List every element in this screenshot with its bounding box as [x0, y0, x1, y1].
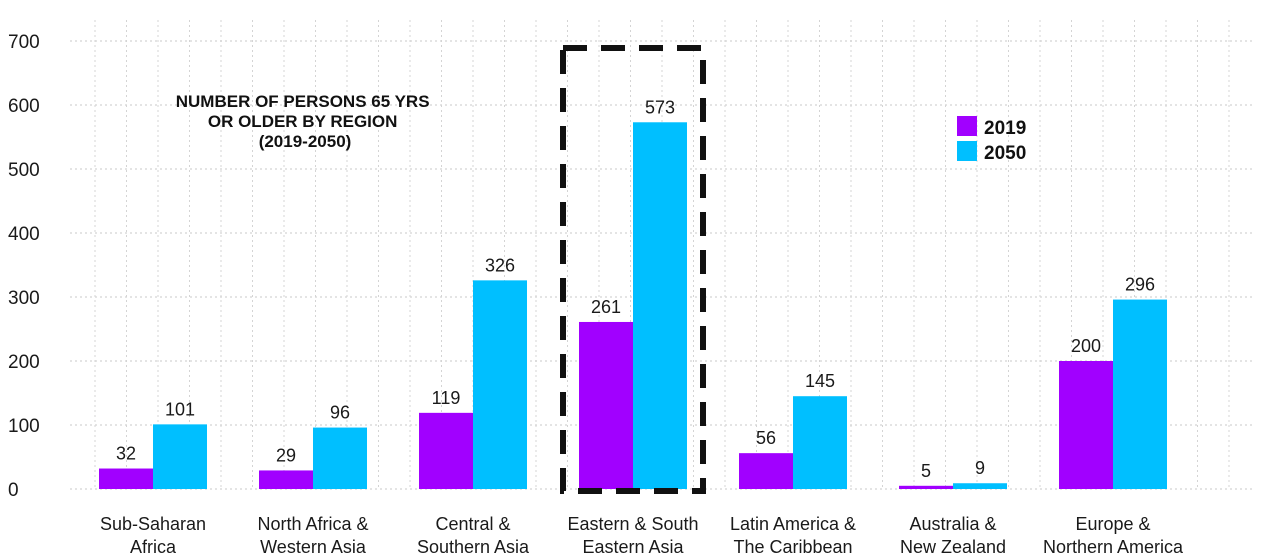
- bar-2019: [579, 321, 633, 489]
- category-label: Australia & New Zealand: [900, 514, 1006, 557]
- y-tick-label: 300: [8, 288, 40, 309]
- legend-label-2019: 2019: [984, 118, 1026, 139]
- value-label-2019: 56: [756, 428, 776, 448]
- value-label-2019: 29: [276, 445, 296, 465]
- value-label-2050: 326: [485, 255, 515, 275]
- chart-title-line-2: OR OLDER BY REGION: [208, 112, 398, 131]
- legend-label-2050: 2050: [984, 143, 1026, 164]
- bar-2019: [1059, 361, 1113, 489]
- category-label-line: Central &: [435, 514, 510, 534]
- category-label-line: Western Asia: [260, 537, 367, 557]
- bars: [99, 122, 1167, 489]
- y-tick-label: 100: [8, 416, 40, 437]
- category-label: Sub-Saharan Africa: [100, 514, 206, 557]
- category-label-line: Eastern Asia: [582, 537, 684, 557]
- bar-2019: [99, 468, 153, 489]
- bar-2050: [153, 424, 207, 489]
- category-label-line: Eastern & South: [567, 514, 698, 534]
- category-label: Central & Southern Asia: [417, 514, 530, 557]
- category-label-line: North Africa &: [257, 514, 368, 534]
- bar-2019: [419, 412, 473, 489]
- legend: 2019 2050: [957, 116, 1026, 164]
- chart-title-line-3: (2019-2050): [259, 132, 352, 151]
- bar-2050: [953, 483, 1007, 489]
- category-label-line: The Caribbean: [733, 537, 852, 557]
- y-tick-label: 500: [8, 160, 40, 181]
- value-label-2050: 101: [165, 399, 195, 419]
- category-label-line: Europe &: [1075, 514, 1150, 534]
- y-tick-label: 700: [8, 32, 40, 53]
- bar-2019: [899, 485, 953, 489]
- bar-2050: [633, 122, 687, 489]
- category-label: Latin America & The Caribbean: [730, 514, 856, 557]
- category-label-line: Latin America &: [730, 514, 856, 534]
- category-label-line: Northern America: [1043, 537, 1184, 557]
- value-label-2019: 119: [432, 388, 461, 408]
- category-label: North Africa & Western Asia: [257, 514, 368, 557]
- bar-2019: [739, 453, 793, 489]
- category-labels: Sub-Saharan Africa North Africa & Western A…: [100, 514, 1184, 557]
- y-axis-ticks: 0 100 200 300 400 500 600 700: [8, 32, 40, 501]
- chart-title: NUMBER OF PERSONS 65 YRS OR OLDER BY REG…: [176, 92, 435, 151]
- category-label-line: New Zealand: [900, 537, 1006, 557]
- bar-2050: [313, 427, 367, 489]
- value-label-2050: 573: [645, 97, 675, 117]
- bar-2019: [259, 470, 313, 489]
- category-label: Eastern & South Eastern Asia: [567, 514, 698, 557]
- y-tick-label: 600: [8, 96, 40, 117]
- bar-2050: [1113, 299, 1167, 489]
- y-tick-label: 400: [8, 224, 40, 245]
- legend-swatch-2050: [957, 141, 977, 161]
- y-tick-label: 0: [8, 480, 19, 501]
- value-label-2019: 5: [921, 461, 931, 481]
- bar-2050: [473, 280, 527, 489]
- data-labels: 32 101 29 96 119 326 261 573 56 145 5 9 200 296: [116, 97, 1155, 481]
- value-label-2050: 296: [1125, 275, 1155, 295]
- value-label-2050: 96: [330, 403, 350, 423]
- bar-2050: [793, 396, 847, 489]
- category-label-line: Southern Asia: [417, 537, 530, 557]
- category-label-line: Australia &: [909, 514, 996, 534]
- value-label-2019: 261: [591, 297, 621, 317]
- value-label-2050: 145: [805, 371, 835, 391]
- chart-title-line-1: NUMBER OF PERSONS 65 YRS: [176, 92, 430, 111]
- value-label-2019: 200: [1071, 336, 1101, 356]
- category-label-line: Africa: [130, 537, 177, 557]
- highlight-box: [560, 45, 706, 494]
- category-label-line: Sub-Saharan: [100, 514, 206, 534]
- value-label-2019: 32: [116, 444, 136, 464]
- value-label-2050: 9: [975, 458, 985, 478]
- category-label: Europe & Northern America: [1043, 514, 1184, 557]
- y-tick-label: 200: [8, 352, 40, 373]
- legend-swatch-2019: [957, 116, 977, 136]
